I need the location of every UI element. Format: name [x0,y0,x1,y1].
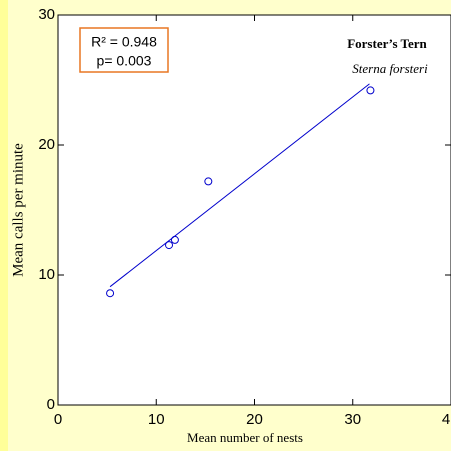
stats-box [79,27,169,73]
p-text: p= 0.003 [97,53,152,69]
point [366,86,375,95]
point [204,177,213,186]
point [106,289,115,298]
point [170,235,179,244]
plot-area [57,14,451,406]
x-tick-label: 10 [148,411,165,428]
x-axis-label: Mean number of nests [187,430,303,445]
x-tick-label: 4 [442,411,450,428]
x-tick-label: 20 [246,411,263,428]
x-tick-label: 30 [344,411,361,428]
x-tick-label: 0 [54,411,62,428]
r2-text: R² = 0.948 [91,34,157,50]
y-tick-label: 30 [38,6,55,23]
fit-line [109,83,370,288]
y-tick-label: 10 [38,266,55,283]
side-strip [0,0,8,451]
chart-subtitle: Sterna forsteri [352,61,428,76]
chart-title: Forster’s Tern [347,36,427,51]
y-tick-label: 20 [38,136,55,153]
y-axis-label: Mean calls per minute [10,143,26,277]
point [165,241,174,250]
y-tick-label: 0 [47,396,55,413]
